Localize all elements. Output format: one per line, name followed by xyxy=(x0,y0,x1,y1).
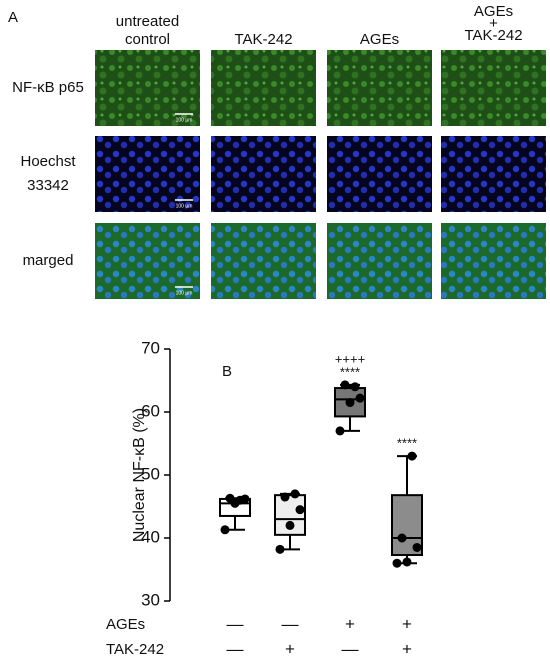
y-tick-label: 50 xyxy=(141,464,160,483)
factor-name: TAK-242 xyxy=(106,641,164,658)
data-point xyxy=(280,492,290,502)
factor-level: — xyxy=(282,614,299,633)
micrograph xyxy=(211,50,316,126)
data-point xyxy=(402,557,412,567)
y-axis-label: Nuclear NF-κB (%) xyxy=(131,408,148,542)
data-point xyxy=(275,544,285,554)
micrograph xyxy=(327,223,432,299)
data-point xyxy=(290,489,300,499)
column-label: AGEs xyxy=(360,31,399,48)
data-point xyxy=(340,380,350,390)
data-point xyxy=(392,558,402,568)
y-tick-label: 30 xyxy=(141,590,160,609)
factor-level: — xyxy=(227,639,244,658)
micrograph xyxy=(441,50,546,126)
data-point xyxy=(407,451,417,461)
panel-label: B xyxy=(222,363,232,380)
factor-level: + xyxy=(345,614,355,633)
column-label: TAK-242 xyxy=(234,31,292,48)
data-point xyxy=(235,495,245,505)
row-label: NF-κB p65 xyxy=(12,79,84,96)
significance: **** xyxy=(340,364,360,379)
data-point xyxy=(295,505,305,515)
row-label: marged xyxy=(23,252,74,269)
column-label: + xyxy=(489,15,498,32)
data-point xyxy=(397,533,407,543)
panel-label: A xyxy=(8,9,18,26)
y-tick-label: 70 xyxy=(141,338,160,357)
micrograph xyxy=(327,50,432,126)
factor-level: + xyxy=(402,639,412,658)
micrograph xyxy=(327,136,432,212)
micrograph xyxy=(211,223,316,299)
scale-bar-label: 100 µm xyxy=(176,117,193,123)
column-label: AGEs xyxy=(474,3,513,20)
micrograph xyxy=(441,223,546,299)
column-label: TAK-242 xyxy=(464,27,522,44)
row-label: Hoechst xyxy=(20,153,76,170)
column-label: untreated xyxy=(116,13,179,30)
data-point xyxy=(220,525,230,535)
data-point xyxy=(335,426,345,436)
scale-bar-label: 100 µm xyxy=(176,203,193,209)
y-tick-label: 60 xyxy=(141,401,160,420)
significance: **** xyxy=(397,436,417,451)
scale-bar-label: 100 µm xyxy=(176,290,193,296)
significance: ++++ xyxy=(335,351,365,366)
factor-level: — xyxy=(227,614,244,633)
factor-level: + xyxy=(402,614,412,633)
data-point xyxy=(350,382,360,392)
micrograph xyxy=(441,136,546,212)
factor-name: AGEs xyxy=(106,616,145,633)
data-point xyxy=(225,493,235,503)
data-point xyxy=(285,520,295,530)
micrograph xyxy=(211,136,316,212)
y-tick-label: 40 xyxy=(141,527,160,546)
factor-level: — xyxy=(342,639,359,658)
column-label: control xyxy=(125,31,170,48)
factor-level: + xyxy=(285,639,295,658)
data-point xyxy=(345,398,355,408)
data-point xyxy=(355,393,365,403)
row-label: 33342 xyxy=(27,177,69,194)
data-point xyxy=(412,542,422,552)
